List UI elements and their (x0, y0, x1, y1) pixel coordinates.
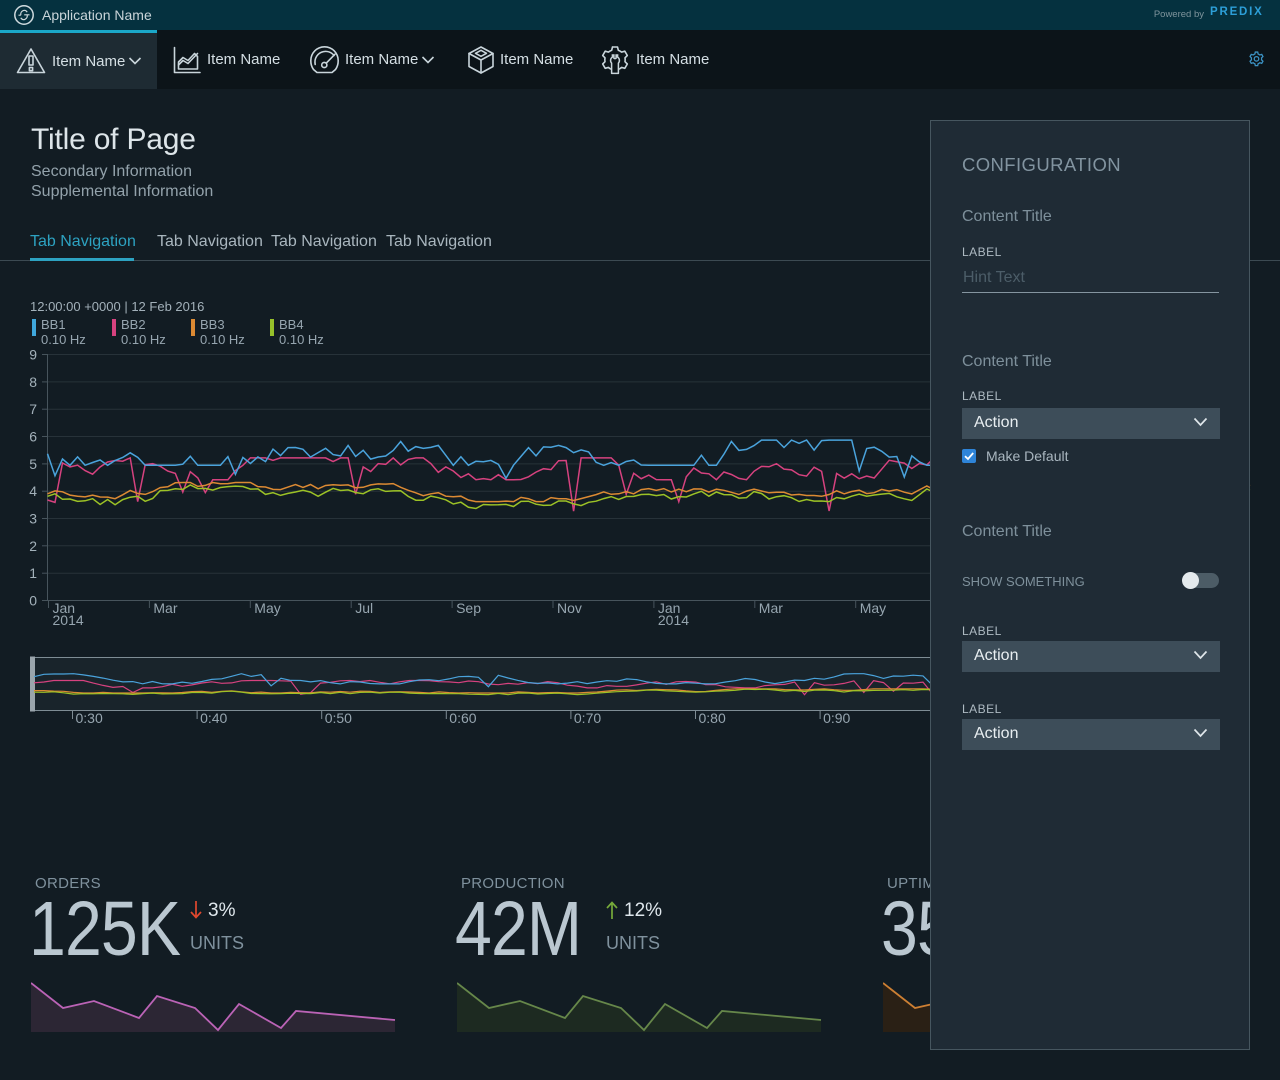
svg-text:0:50: 0:50 (325, 710, 352, 726)
svg-text:0:30: 0:30 (76, 710, 103, 726)
svg-text:Mar: Mar (759, 600, 783, 616)
svg-text:0:40: 0:40 (200, 710, 227, 726)
svg-text:May: May (860, 600, 886, 616)
svg-text:0:60: 0:60 (449, 710, 476, 726)
svg-text:Nov: Nov (557, 600, 582, 616)
svg-text:Mar: Mar (153, 600, 177, 616)
svg-text:1: 1 (29, 565, 37, 581)
svg-text:Sep: Sep (456, 600, 481, 616)
svg-text:Jan: Jan (658, 600, 681, 616)
svg-text:3: 3 (29, 511, 37, 527)
svg-text:2014: 2014 (53, 612, 84, 628)
svg-text:May: May (254, 600, 280, 616)
svg-text:Jan: Jan (53, 600, 76, 616)
svg-text:2014: 2014 (658, 612, 689, 628)
svg-text:0:80: 0:80 (699, 710, 726, 726)
svg-text:0:70: 0:70 (574, 710, 601, 726)
svg-text:Jul: Jul (355, 600, 373, 616)
svg-text:8: 8 (29, 374, 37, 390)
svg-text:6: 6 (29, 429, 37, 445)
svg-text:0: 0 (29, 593, 37, 609)
svg-text:5: 5 (29, 456, 37, 472)
svg-text:0:90: 0:90 (823, 710, 850, 726)
svg-text:2: 2 (29, 538, 37, 554)
svg-text:9: 9 (29, 347, 37, 363)
svg-text:4: 4 (29, 483, 37, 499)
svg-text:7: 7 (29, 401, 37, 417)
